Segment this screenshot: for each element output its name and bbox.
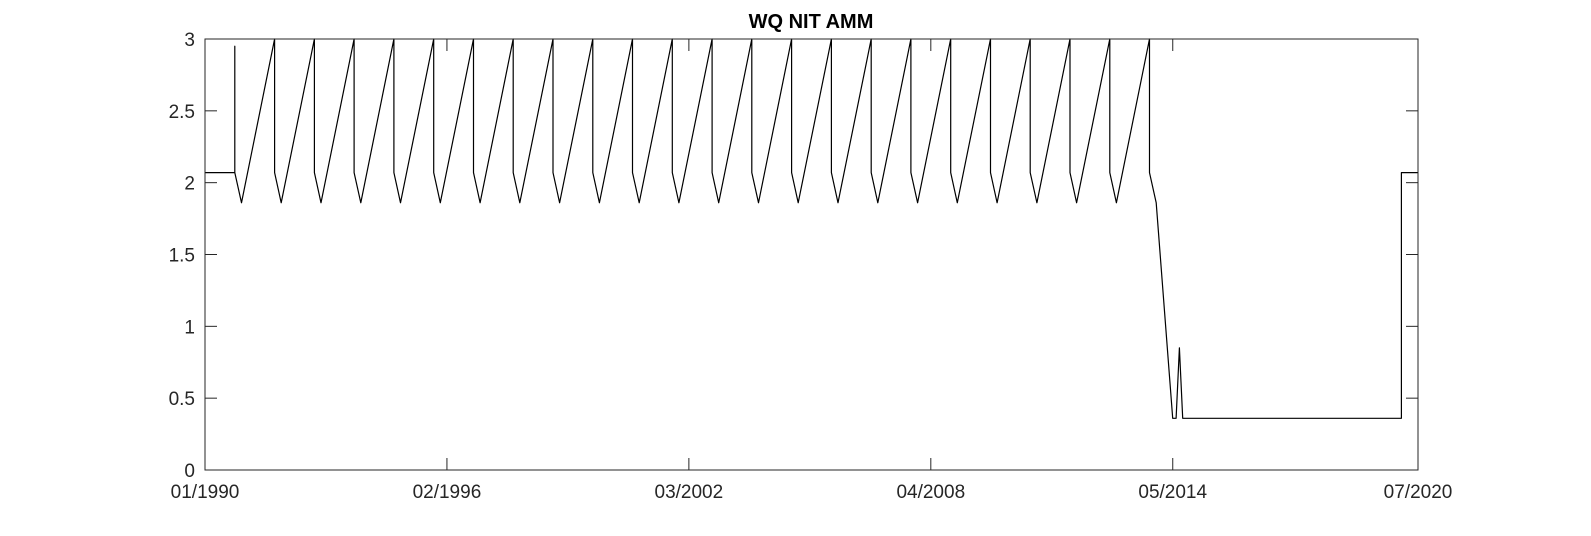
y-tick-label: 2.5 <box>169 102 195 123</box>
x-tick-label: 07/2020 <box>1384 482 1453 503</box>
y-tick-label: 1 <box>184 317 195 338</box>
x-tick-label: 05/2014 <box>1138 482 1207 503</box>
series-line <box>205 38 1418 419</box>
x-tick-label: 02/1996 <box>413 482 482 503</box>
y-tick-label: 1.5 <box>169 246 195 267</box>
x-tick-label: 01/1990 <box>171 482 240 503</box>
y-tick-label: 3 <box>184 30 195 51</box>
chart-title: WQ NIT AMM <box>749 11 874 33</box>
x-tick-labels: 01/1990 02/1996 03/2002 04/2008 05/2014 07/20… <box>171 482 1453 503</box>
x-tick-label: 04/2008 <box>896 482 965 503</box>
x-tick-label: 03/2002 <box>655 482 724 503</box>
y-tick-label: 2 <box>184 174 195 195</box>
y-tick-labels: 0 0.5 1 1.5 2 2.5 3 <box>169 30 195 482</box>
plot-frame <box>204 38 1419 471</box>
plot-area <box>205 39 1418 470</box>
y-tick-label: 0.5 <box>169 389 195 410</box>
y-tick-label: 0 <box>184 461 195 482</box>
